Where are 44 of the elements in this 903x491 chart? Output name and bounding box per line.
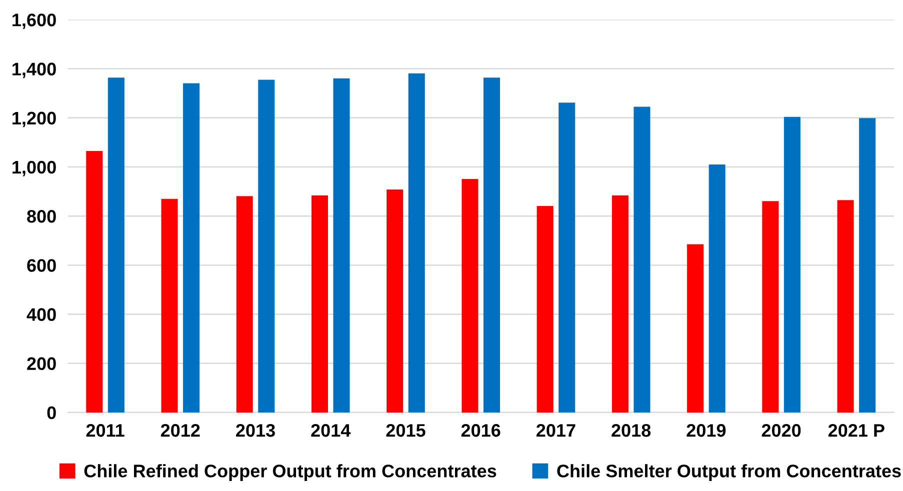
- x-tick-label: 2018: [612, 424, 651, 437]
- y-tick-label: 1,400: [12, 62, 56, 78]
- bar: [386, 190, 404, 412]
- x-tick-label: 2011: [86, 424, 124, 437]
- legend-label: Chile Refined Copper Output from Concentrates: [84, 464, 496, 481]
- bar: [108, 78, 124, 412]
- bar: [258, 80, 275, 412]
- y-tick-label: 1,200: [12, 112, 56, 128]
- bar: [311, 195, 328, 412]
- legend-label: Chile Smelter Output from Concentrates: [557, 464, 901, 481]
- bar: [536, 206, 554, 412]
- bar: [183, 83, 200, 412]
- x-tick-label: 2012: [160, 424, 200, 437]
- bar: [558, 102, 576, 412]
- x-tick-label: 2015: [386, 424, 426, 437]
- bar: [634, 106, 650, 412]
- bar: [86, 150, 103, 412]
- y-tick-label: 0: [47, 406, 56, 420]
- x-tick-label: 2016: [461, 424, 500, 437]
- bar: [408, 73, 425, 412]
- bar: [784, 116, 800, 412]
- bar: [462, 178, 478, 412]
- y-tick-label: 400: [26, 308, 56, 321]
- y-tick-label: 1,000: [12, 160, 56, 176]
- x-tick-label: 2019: [686, 424, 726, 437]
- bar: [612, 195, 628, 412]
- y-tick-label: 800: [27, 210, 56, 223]
- x-tick-label: 2021 P: [828, 424, 884, 437]
- x-tick-label: 2013: [236, 424, 275, 437]
- x-tick-label: 2020: [762, 424, 801, 437]
- bar: [837, 200, 854, 412]
- x-tick-label: 2014: [311, 424, 351, 437]
- bar: [161, 198, 178, 412]
- y-tick-label: 600: [27, 259, 56, 272]
- x-tick-label: 2017: [536, 424, 576, 437]
- y-tick-label: 1,600: [12, 14, 56, 29]
- bar: [708, 164, 726, 412]
- bar: [687, 244, 704, 412]
- y-tick-label: 200: [27, 357, 56, 370]
- bar: [859, 118, 876, 412]
- bar: [483, 78, 500, 412]
- bar: [236, 196, 253, 412]
- bar: [333, 78, 350, 412]
- bar: [762, 201, 779, 412]
